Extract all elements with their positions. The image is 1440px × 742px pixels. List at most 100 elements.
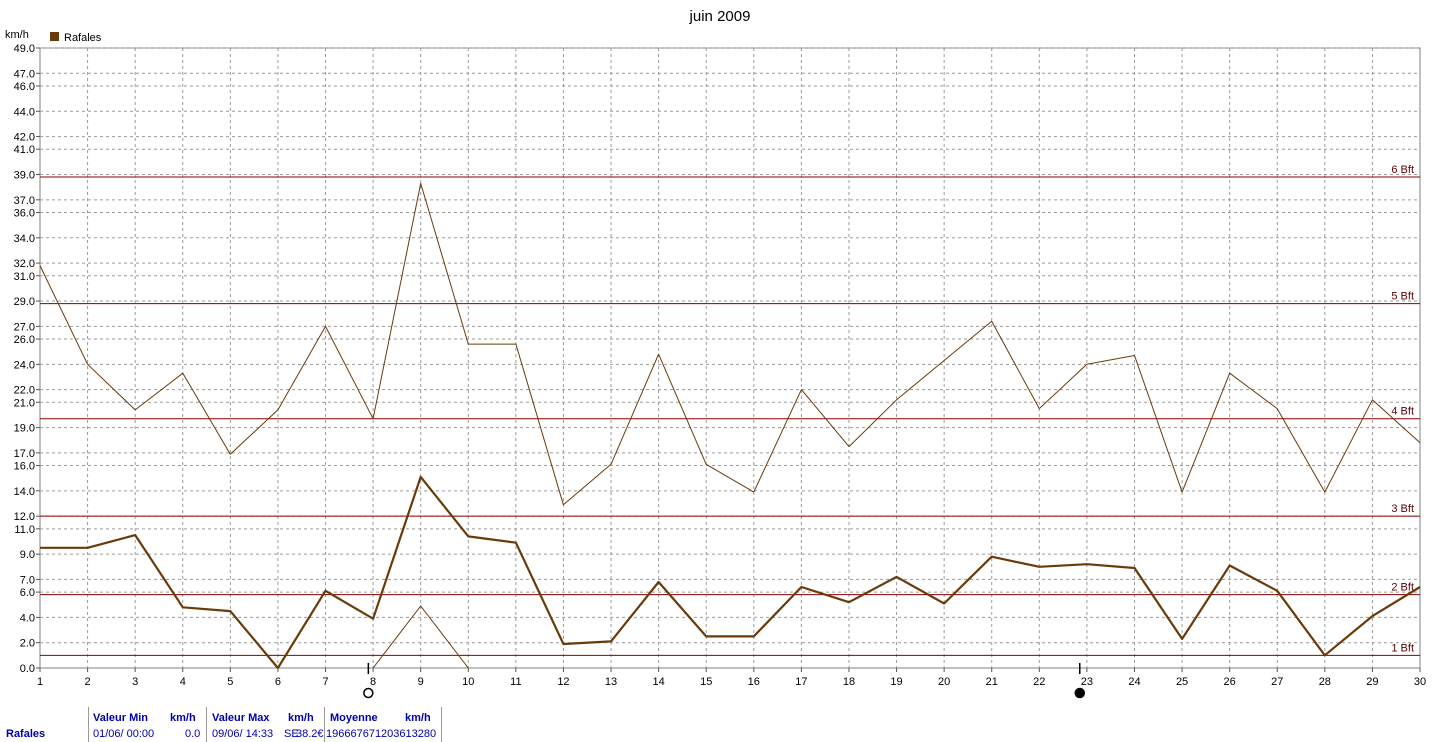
beaufort-label: 5 Bft xyxy=(1391,291,1414,303)
x-tick-label: 4 xyxy=(180,676,186,688)
x-tick-label: 26 xyxy=(1224,676,1236,688)
series-lines xyxy=(39,182,1421,670)
wind-gust-chart: juin 2009 km/h Rafales 1 Bft 2 Bft 3 Bft 4 … xyxy=(5,8,1426,699)
y-tick-label: 19.0 xyxy=(14,423,35,435)
stats-avg-value: 196667671203613280 xyxy=(326,728,437,740)
beaufort-label: 4 Bft xyxy=(1391,406,1414,418)
stats-divider xyxy=(324,707,325,742)
x-tick-label: 5 xyxy=(227,676,233,688)
x-tick-label: 17 xyxy=(795,676,807,688)
x-tick-label: 28 xyxy=(1319,676,1331,688)
y-tick-label: 32.0 xyxy=(14,258,35,270)
y-tick-label: 31.0 xyxy=(14,271,35,283)
plot-area xyxy=(39,47,1421,669)
y-tick-label: 46.0 xyxy=(14,81,35,93)
series-line-max xyxy=(39,182,1421,506)
stats-max-unit: km/h xyxy=(288,712,314,724)
x-tick-label: 23 xyxy=(1081,676,1093,688)
stats-divider xyxy=(441,707,442,742)
x-tick-label: 22 xyxy=(1033,676,1045,688)
legend-label: Rafales xyxy=(64,32,102,44)
stats-min-header: Valeur Min xyxy=(93,712,149,724)
beaufort-label: 1 Bft xyxy=(1391,642,1414,654)
x-tick-label: 9 xyxy=(418,676,424,688)
y-tick-label: 17.0 xyxy=(14,448,35,460)
grid xyxy=(40,47,1420,668)
stats-min-unit: km/h xyxy=(170,712,196,724)
y-tick-label: 37.0 xyxy=(14,195,35,207)
beaufort-label: 6 Bft xyxy=(1391,164,1414,176)
y-tick-label: 16.0 xyxy=(14,461,35,473)
stats-max-header: Valeur Max xyxy=(212,712,270,724)
x-tick-label: 25 xyxy=(1176,676,1188,688)
x-tick-label: 30 xyxy=(1414,676,1426,688)
y-tick-label: 7.0 xyxy=(20,574,35,586)
y-tick-label: 47.0 xyxy=(14,68,35,80)
y-tick-label: 29.0 xyxy=(14,296,35,308)
stats-max-date: 09/06/ 14:33 xyxy=(212,728,274,740)
legend-swatch xyxy=(50,32,59,41)
x-tick-label: 8 xyxy=(370,676,376,688)
beaufort-lines: 1 Bft 2 Bft 3 Bft 4 Bft 5 Bft 6 Bft xyxy=(40,164,1420,656)
stats-max-direction: SE xyxy=(284,728,299,740)
x-tick-label: 21 xyxy=(986,676,998,688)
y-tick-label: 44.0 xyxy=(14,106,35,118)
series-line-min xyxy=(372,605,469,669)
y-tick-label: 6.0 xyxy=(20,587,35,599)
y-tick-label: 4.0 xyxy=(20,612,35,624)
y-tick-label: 14.0 xyxy=(14,486,35,498)
stats-avg-unit: km/h xyxy=(405,712,431,724)
x-tick-label: 13 xyxy=(605,676,617,688)
series-line-avg xyxy=(40,475,1421,670)
x-tick-label: 1 xyxy=(37,676,43,688)
stats-series-label: Rafales xyxy=(6,728,46,740)
y-tick-label: 0.0 xyxy=(20,663,35,675)
x-tick-label: 2 xyxy=(85,676,91,688)
x-tick-label: 6 xyxy=(275,676,281,688)
y-axis-unit: km/h xyxy=(5,29,29,41)
y-axis: 0.0 2.0 4.0 6.07.0 9.0 11.012.0 14.0 16.017.0 19… xyxy=(14,43,40,675)
x-tick-label: 10 xyxy=(462,676,474,688)
y-tick-label: 12.0 xyxy=(14,511,35,523)
y-tick-label: 9.0 xyxy=(20,549,35,561)
x-tick-label: 7 xyxy=(322,676,328,688)
x-tick-label: 24 xyxy=(1128,676,1140,688)
x-tick-label: 18 xyxy=(843,676,855,688)
x-tick-label: 3 xyxy=(132,676,138,688)
y-tick-label: 11.0 xyxy=(14,524,35,536)
stats-avg-header: Moyenne xyxy=(330,712,378,724)
x-tick-label: 29 xyxy=(1366,676,1378,688)
y-tick-label: 27.0 xyxy=(14,321,35,333)
x-tick-label: 14 xyxy=(652,676,664,688)
stats-divider xyxy=(206,707,207,742)
y-tick-label: 24.0 xyxy=(14,359,35,371)
empty-circle-icon xyxy=(363,687,374,699)
y-tick-label: 21.0 xyxy=(14,397,35,409)
x-tick-label: 15 xyxy=(700,676,712,688)
beaufort-label: 3 Bft xyxy=(1391,503,1414,515)
chart-title: juin 2009 xyxy=(689,8,751,25)
y-tick-label: 34.0 xyxy=(14,233,35,245)
day-markers xyxy=(363,663,1086,699)
x-tick-label: 11 xyxy=(510,676,521,688)
x-axis: 1 2 3 4 5 6 7 8 9 10 11 12 13 14 15 16 17 18 19 20 21 22 23 24 2… xyxy=(37,668,1426,688)
y-tick-label: 2.0 xyxy=(20,638,35,650)
stats-max-value: 38.2€ xyxy=(296,728,324,740)
beaufort-label: 2 Bft xyxy=(1391,582,1414,594)
y-tick-label: 36.0 xyxy=(14,207,35,219)
x-tick-label: 27 xyxy=(1271,676,1283,688)
filled-circle-icon xyxy=(1074,687,1086,699)
statistics-table: Rafales Valeur Min km/h 01/06/ 00:00 0.0… xyxy=(0,707,442,742)
x-tick-label: 20 xyxy=(938,676,950,688)
x-tick-label: 16 xyxy=(748,676,760,688)
y-tick-label: 22.0 xyxy=(14,385,35,397)
x-tick-label: 12 xyxy=(557,676,569,688)
y-tick-label: 39.0 xyxy=(14,170,35,182)
stats-min-date: 01/06/ 00:00 xyxy=(93,728,155,740)
y-tick-label: 49.0 xyxy=(14,43,35,55)
y-tick-label: 26.0 xyxy=(14,334,35,346)
y-tick-label: 41.0 xyxy=(14,144,35,156)
y-tick-label: 42.0 xyxy=(14,132,35,144)
stats-divider xyxy=(88,707,89,742)
x-tick-label: 19 xyxy=(890,676,902,688)
